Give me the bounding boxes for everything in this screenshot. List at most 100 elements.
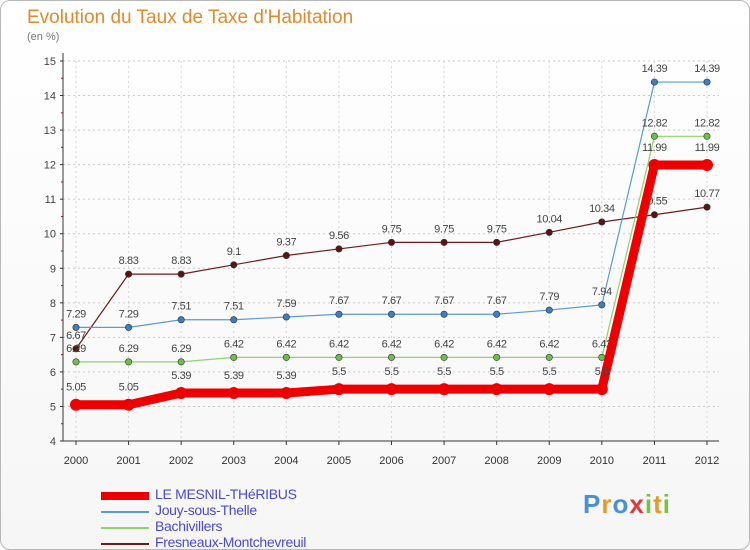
data-label: 5.5	[490, 366, 504, 378]
data-point	[490, 383, 503, 396]
x-tick-label: 2002	[169, 455, 193, 467]
data-point	[280, 386, 293, 399]
y-tick-label: 5	[50, 401, 56, 413]
data-label: 6.42	[329, 338, 349, 350]
data-point	[70, 398, 82, 411]
data-label: 14.39	[694, 63, 720, 75]
data-point	[387, 238, 395, 246]
data-label: 11.99	[695, 142, 720, 154]
data-point	[177, 270, 185, 278]
legend-swatch	[101, 527, 149, 529]
data-label: 9.56	[329, 230, 349, 242]
data-point	[598, 301, 606, 309]
logo-letter: i	[662, 489, 671, 519]
data-label: 9.75	[382, 223, 402, 235]
data-point	[332, 383, 345, 396]
data-point	[230, 316, 238, 324]
data-point	[175, 386, 188, 399]
y-tick-label: 9	[50, 263, 56, 275]
data-label: 5.05	[119, 382, 139, 394]
data-label: 12.82	[694, 117, 720, 129]
data-label: 11.99	[642, 142, 667, 154]
data-point	[545, 353, 553, 361]
data-point	[703, 203, 711, 211]
y-tick-label: 12	[44, 160, 56, 172]
data-label: 5.39	[224, 370, 244, 382]
data-label: 7.51	[171, 301, 191, 313]
data-label: 6.29	[171, 343, 191, 355]
data-point	[72, 358, 80, 366]
data-label: 10.77	[694, 188, 720, 200]
data-label: 6.67	[66, 330, 86, 342]
y-tick-label: 11	[45, 194, 56, 206]
data-label: 7.79	[539, 291, 559, 303]
data-point	[493, 310, 501, 318]
legend-label: LE MESNIL-THéRIBUS	[155, 486, 297, 502]
data-point	[335, 353, 343, 361]
data-point	[282, 251, 290, 259]
data-point	[440, 310, 448, 318]
data-label: 7.51	[224, 301, 244, 313]
data-point	[227, 386, 240, 399]
data-label: 5.05	[66, 382, 86, 394]
data-point	[72, 323, 80, 331]
legend-swatch	[101, 492, 149, 500]
data-label: 5.39	[276, 370, 296, 382]
x-tick-label: 2007	[432, 455, 456, 467]
data-point	[493, 238, 501, 246]
data-label: 5.5	[437, 366, 451, 378]
y-tick-label: 6	[50, 367, 56, 379]
data-point	[230, 353, 238, 361]
data-point	[545, 228, 553, 236]
logo-letter: r	[601, 489, 613, 519]
legend-label: Jouy-sous-Thelle	[155, 502, 257, 518]
data-label: 6.42	[487, 338, 507, 350]
data-label: 6.42	[224, 338, 244, 350]
data-label: 5.5	[384, 366, 398, 378]
data-point	[125, 358, 133, 366]
chart-subtitle: (en %)	[27, 31, 60, 43]
data-point	[387, 310, 395, 318]
data-label: 9.75	[487, 223, 507, 235]
data-label: 6.42	[382, 338, 402, 350]
data-label: 9.75	[434, 223, 454, 235]
data-point	[177, 358, 185, 366]
chart-title: Evolution du Taux de Taxe d'Habitation	[27, 7, 354, 28]
data-label: 7.67	[329, 295, 349, 307]
data-point	[230, 261, 238, 269]
data-label: 7.29	[119, 308, 139, 320]
data-point	[703, 78, 711, 86]
data-label: 8.83	[171, 255, 191, 267]
legend-swatch	[101, 543, 149, 545]
data-point	[595, 383, 608, 396]
data-label: 6.29	[66, 343, 86, 355]
data-point	[598, 218, 606, 226]
data-label: 7.67	[434, 295, 454, 307]
x-tick-label: 2011	[643, 455, 667, 467]
data-label: 6.42	[539, 338, 559, 350]
data-point	[387, 353, 395, 361]
data-label: 10.04	[536, 213, 562, 225]
data-point	[125, 323, 133, 331]
x-tick-label: 2009	[537, 455, 561, 467]
logo-letter: x	[629, 489, 645, 519]
data-point	[650, 211, 658, 219]
y-tick-label: 4	[50, 436, 56, 448]
y-tick-label: 13	[44, 125, 56, 137]
data-label: 6.42	[276, 338, 296, 350]
legend-swatch	[101, 511, 149, 513]
data-label: 5.5	[595, 366, 609, 378]
data-point	[385, 383, 398, 396]
logo-letter: o	[612, 489, 630, 519]
x-tick-label: 2012	[695, 455, 719, 467]
y-tick-label: 10	[44, 229, 56, 241]
data-point	[282, 353, 290, 361]
legend-label: Fresneaux-Montchevreuil	[155, 534, 307, 550]
data-point	[493, 353, 501, 361]
y-tick-label: 8	[50, 298, 56, 310]
data-label: 5.5	[332, 366, 346, 378]
data-label: 7.67	[487, 295, 507, 307]
data-point	[335, 310, 343, 318]
